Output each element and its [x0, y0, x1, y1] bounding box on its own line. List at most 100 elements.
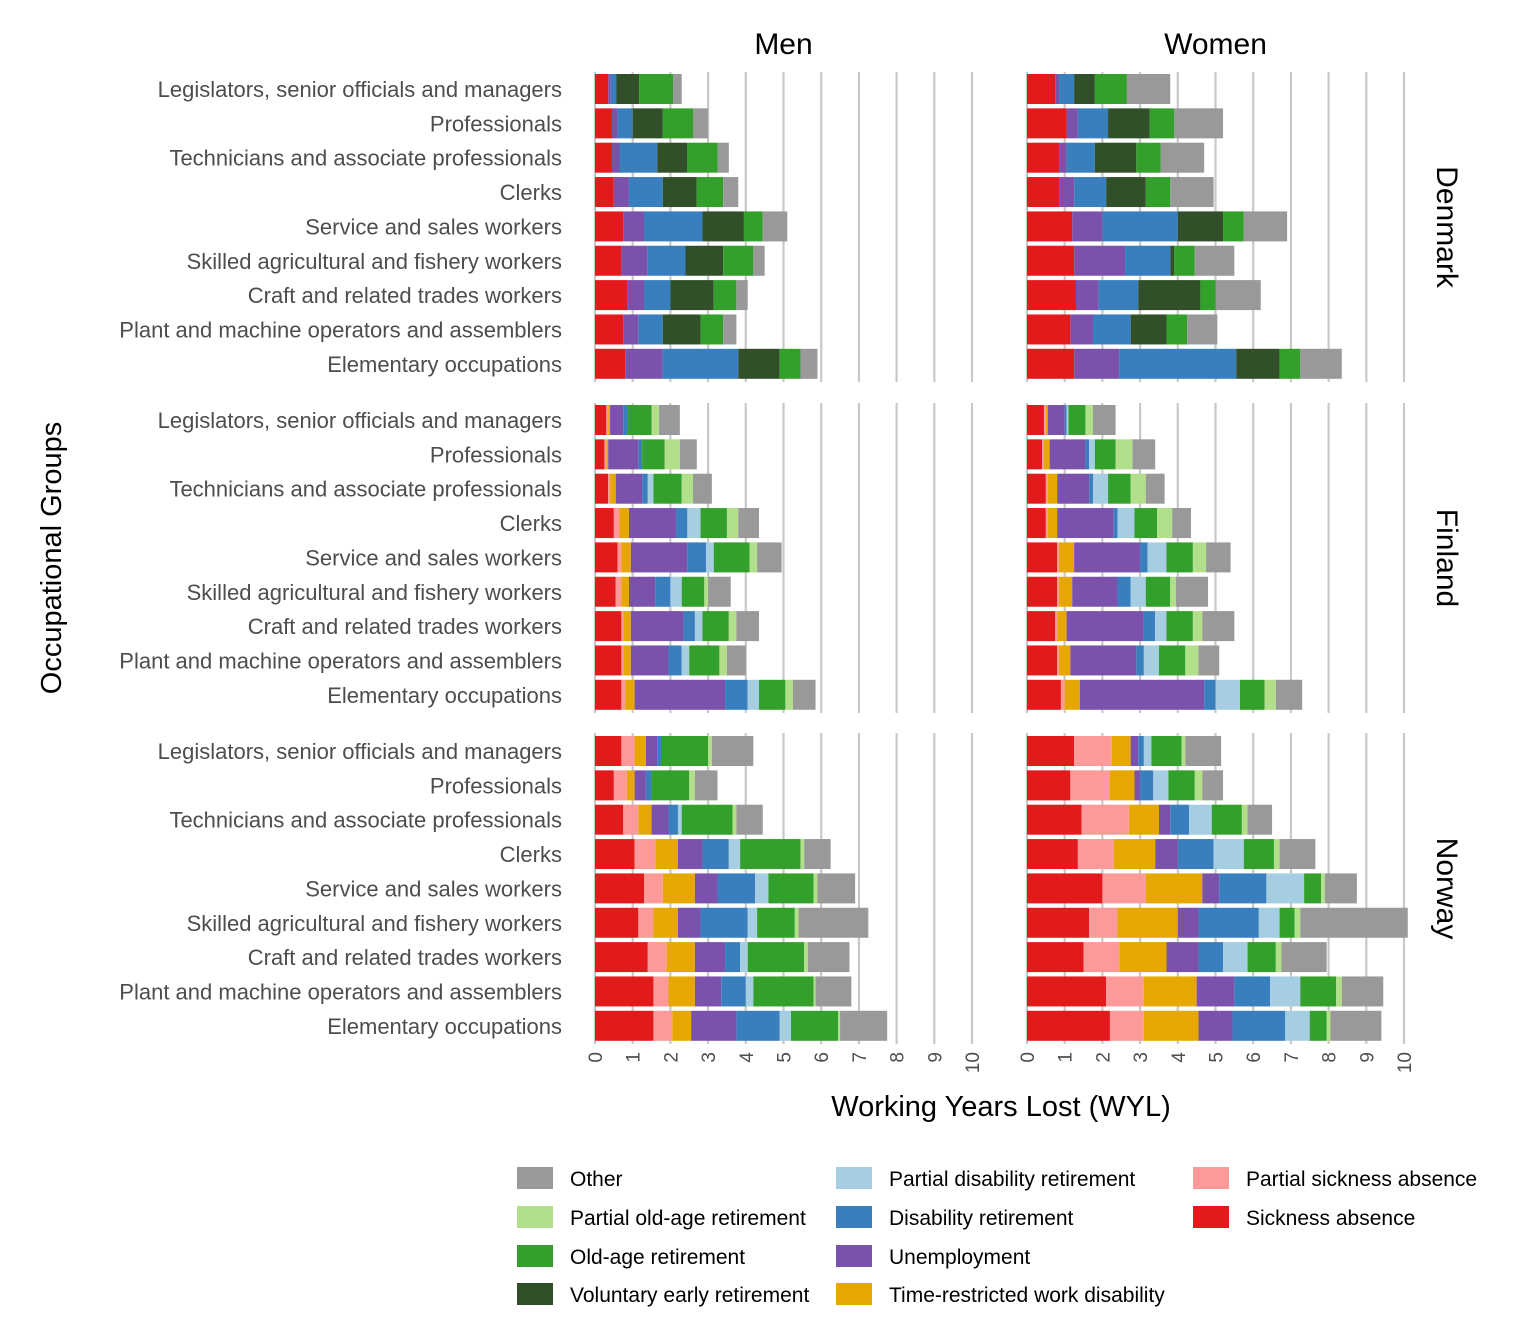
bar-segment-finland-men-8-sick	[595, 645, 622, 676]
bar-segment-norway-women-5-pdis	[1266, 873, 1305, 904]
bar-segment-finland-men-1-other	[659, 405, 680, 435]
bar-segment-finland-women-3-old	[1108, 473, 1131, 504]
legend-swatch-sick	[1193, 1206, 1229, 1228]
x-tick-label: 8	[888, 1052, 909, 1063]
bar-segment-denmark-men-9-vol	[738, 348, 780, 379]
bar-segment-norway-women-1-sick	[1027, 736, 1075, 766]
bar-segment-norway-women-1-trwd	[1111, 736, 1131, 766]
bar-segment-denmark-men-5-old	[743, 211, 763, 242]
bar-segment-norway-women-2-old	[1168, 770, 1195, 801]
bar-segment-norway-women-6-pdis	[1258, 907, 1280, 938]
bar-segment-denmark-women-9-old	[1279, 348, 1301, 379]
category-label: Elementary occupations	[327, 352, 562, 377]
bar-segment-denmark-men-8-vol	[662, 314, 701, 345]
bar-segment-finland-men-4-unemp	[628, 508, 677, 539]
bar-segment-denmark-men-9-unemp	[625, 348, 663, 379]
bar-segment-norway-men-8-psick	[653, 976, 669, 1007]
x-tick-label: 3	[699, 1052, 720, 1063]
bar-segment-denmark-women-9-sick	[1027, 348, 1075, 379]
bar-segment-finland-women-3-trwd	[1047, 473, 1058, 504]
bar-segment-norway-men-9-unemp	[691, 1010, 737, 1041]
category-label: Clerks	[500, 180, 562, 205]
bar-segment-finland-women-6-psick	[1057, 576, 1060, 607]
bar-segment-finland-women-5-sick	[1027, 542, 1058, 573]
bar-segment-norway-women-3-psick	[1081, 804, 1129, 835]
bar-segment-norway-men-6-trwd	[653, 907, 678, 938]
bar-segment-denmark-men-2-unemp	[611, 108, 618, 139]
bar-segment-norway-women-5-other	[1324, 873, 1357, 904]
bar-segment-norway-women-4-unemp	[1155, 839, 1178, 870]
bar-segment-norway-men-5-old	[768, 873, 814, 904]
category-label: Plant and machine operators and assemble…	[119, 980, 562, 1005]
bar-segment-finland-women-9-old	[1240, 679, 1265, 710]
bar-segment-finland-men-5-psick	[617, 542, 622, 573]
category-label: Professionals	[430, 111, 562, 136]
bar-segment-finland-women-8-trwd	[1059, 645, 1071, 676]
bar-segment-finland-men-5-pold	[749, 542, 758, 573]
bar-segment-norway-women-8-pdis	[1270, 976, 1301, 1007]
bar-segment-norway-women-4-psick	[1077, 839, 1114, 870]
bar-segment-denmark-women-9-vol	[1236, 348, 1280, 379]
legend-swatch-old	[517, 1245, 553, 1267]
bar-segment-denmark-men-9-dis	[662, 348, 739, 379]
bar-segment-finland-women-1-pold	[1085, 405, 1093, 435]
bar-segment-norway-women-7-sick	[1027, 942, 1084, 973]
bar-segment-norway-women-7-pold	[1275, 942, 1282, 973]
bar-segment-denmark-women-7-dis	[1098, 280, 1139, 311]
bar-segment-norway-men-5-psick	[644, 873, 663, 904]
bar-segment-norway-women-8-unemp	[1196, 976, 1235, 1007]
bar-segment-finland-men-4-other	[738, 508, 759, 539]
x-tick-label: 10	[963, 1052, 984, 1073]
bar-segment-finland-women-5-dis	[1140, 542, 1148, 573]
bar-segment-norway-men-2-psick	[613, 770, 628, 801]
bar-segment-denmark-men-1-sick	[595, 74, 609, 104]
bar-segment-finland-women-4-sick	[1027, 508, 1046, 539]
bar-segment-norway-men-9-old	[791, 1010, 839, 1041]
bar-segment-finland-women-7-sick	[1027, 611, 1056, 642]
bar-segment-norway-men-3-psick	[623, 804, 639, 835]
bar-segment-finland-men-1-psick	[606, 405, 609, 435]
bar-segment-norway-women-3-unemp	[1158, 804, 1171, 835]
x-tick-label: 3	[1131, 1052, 1152, 1063]
bar-segment-denmark-men-1-old	[639, 74, 674, 104]
bar-segment-finland-men-6-old	[681, 576, 705, 607]
bar-segment-finland-men-5-other	[757, 542, 782, 573]
bar-segment-denmark-women-2-dis	[1077, 108, 1109, 139]
bar-segment-norway-men-4-pdis	[728, 839, 741, 870]
bar-segment-norway-men-4-pold	[800, 839, 805, 870]
category-label: Clerks	[500, 511, 562, 536]
bar-segment-finland-men-6-unemp	[628, 576, 656, 607]
bar-segment-finland-men-9-unemp	[634, 679, 726, 710]
bar-segment-denmark-men-4-old	[696, 177, 724, 208]
bar-segment-norway-women-2-pold	[1194, 770, 1203, 801]
bar-segment-finland-women-3-unemp	[1057, 473, 1090, 504]
bar-segment-finland-women-3-psick	[1045, 473, 1048, 504]
bar-segment-denmark-women-2-old	[1149, 108, 1175, 139]
bar-segment-finland-women-3-sick	[1027, 473, 1046, 504]
bar-segment-denmark-men-1-vol	[616, 74, 640, 104]
x-tick-label: 1	[1056, 1052, 1077, 1063]
bar-segment-norway-men-2-trwd	[627, 770, 635, 801]
bar-segment-norway-men-1-sick	[595, 736, 622, 766]
x-tick-label: 9	[1357, 1052, 1378, 1063]
bar-segment-finland-women-4-dis	[1113, 508, 1118, 539]
bar-segment-norway-women-6-dis	[1198, 907, 1259, 938]
x-tick-label: 10	[1395, 1052, 1416, 1073]
bar-segment-denmark-men-5-sick	[595, 211, 624, 242]
bar-segment-finland-women-8-psick	[1057, 645, 1060, 676]
bar-segment-denmark-men-2-vol	[632, 108, 663, 139]
bar-segment-norway-men-3-trwd	[638, 804, 652, 835]
bar-segment-norway-women-7-psick	[1083, 942, 1120, 973]
bar-segment-finland-men-3-dis	[642, 473, 648, 504]
bar-segment-finland-men-6-pold	[704, 576, 709, 607]
bar-segment-norway-women-1-psick	[1074, 736, 1112, 766]
bar-segment-finland-men-3-unemp	[615, 473, 643, 504]
bar-segment-finland-women-9-other	[1275, 679, 1303, 710]
bar-segment-denmark-women-2-other	[1174, 108, 1224, 139]
bar-segment-finland-men-3-old	[653, 473, 682, 504]
legend-label-other: Other	[570, 1168, 623, 1191]
bar-segment-finland-women-8-other	[1198, 645, 1220, 676]
bar-segment-norway-women-2-other	[1202, 770, 1224, 801]
bar-segment-finland-women-1-pdis	[1066, 405, 1069, 435]
bar-segment-denmark-women-3-other	[1160, 142, 1205, 173]
